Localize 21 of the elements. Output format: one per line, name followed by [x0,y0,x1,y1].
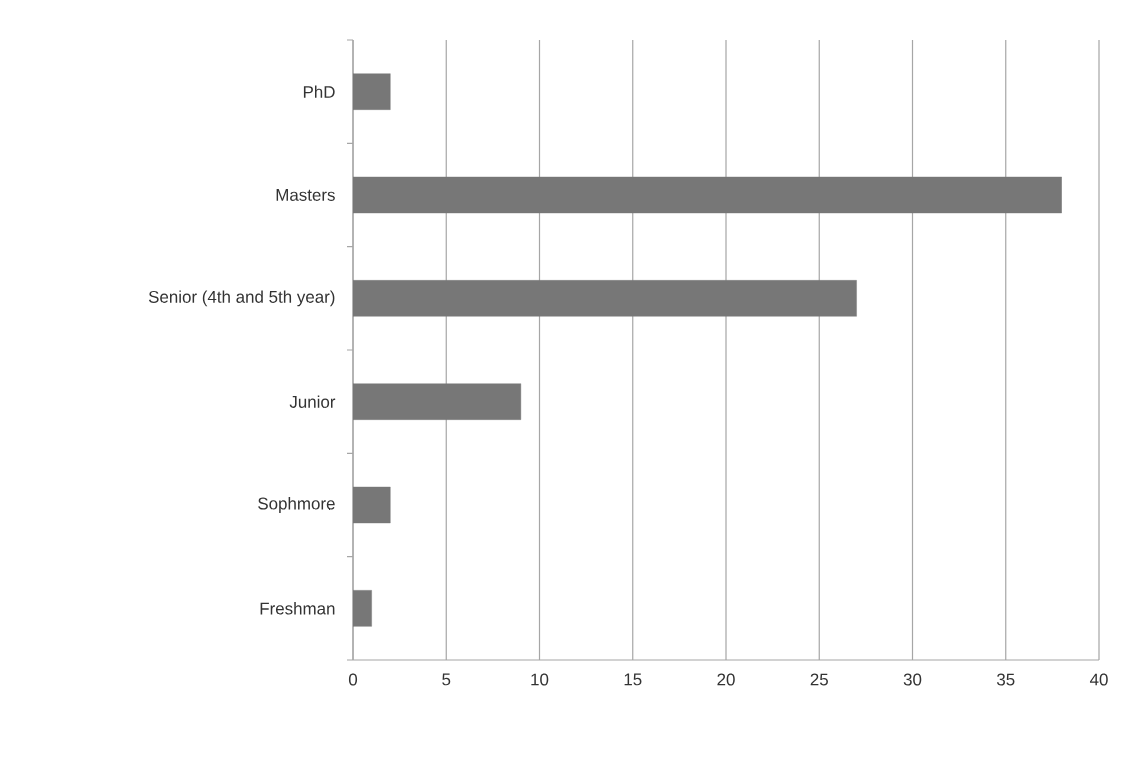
bar [353,590,372,627]
x-tick-label: 15 [624,673,642,686]
x-tick-label: 30 [903,673,922,686]
x-tick-label: 35 [996,673,1015,686]
x-tick-label: 5 [442,673,451,686]
x-tick-label: 40 [1089,673,1108,686]
y-tick-label: Junior [289,395,336,408]
y-tick-label: Sophmore [258,497,335,513]
bar [353,176,1062,214]
x-tick-label: 20 [717,673,735,686]
x-tick-label: 25 [810,673,828,686]
bar [353,73,391,110]
bar [353,280,857,317]
y-tick-label: Masters [276,189,335,201]
bar [353,486,391,524]
y-tick-label: PhD [303,85,335,98]
y-tick-label: Freshman [260,602,335,615]
x-tick-label: 0 [348,673,358,686]
bar [353,383,522,420]
y-tick-label: Senior (4th and 5th year) [148,290,335,307]
x-tick-label: 10 [531,673,549,686]
